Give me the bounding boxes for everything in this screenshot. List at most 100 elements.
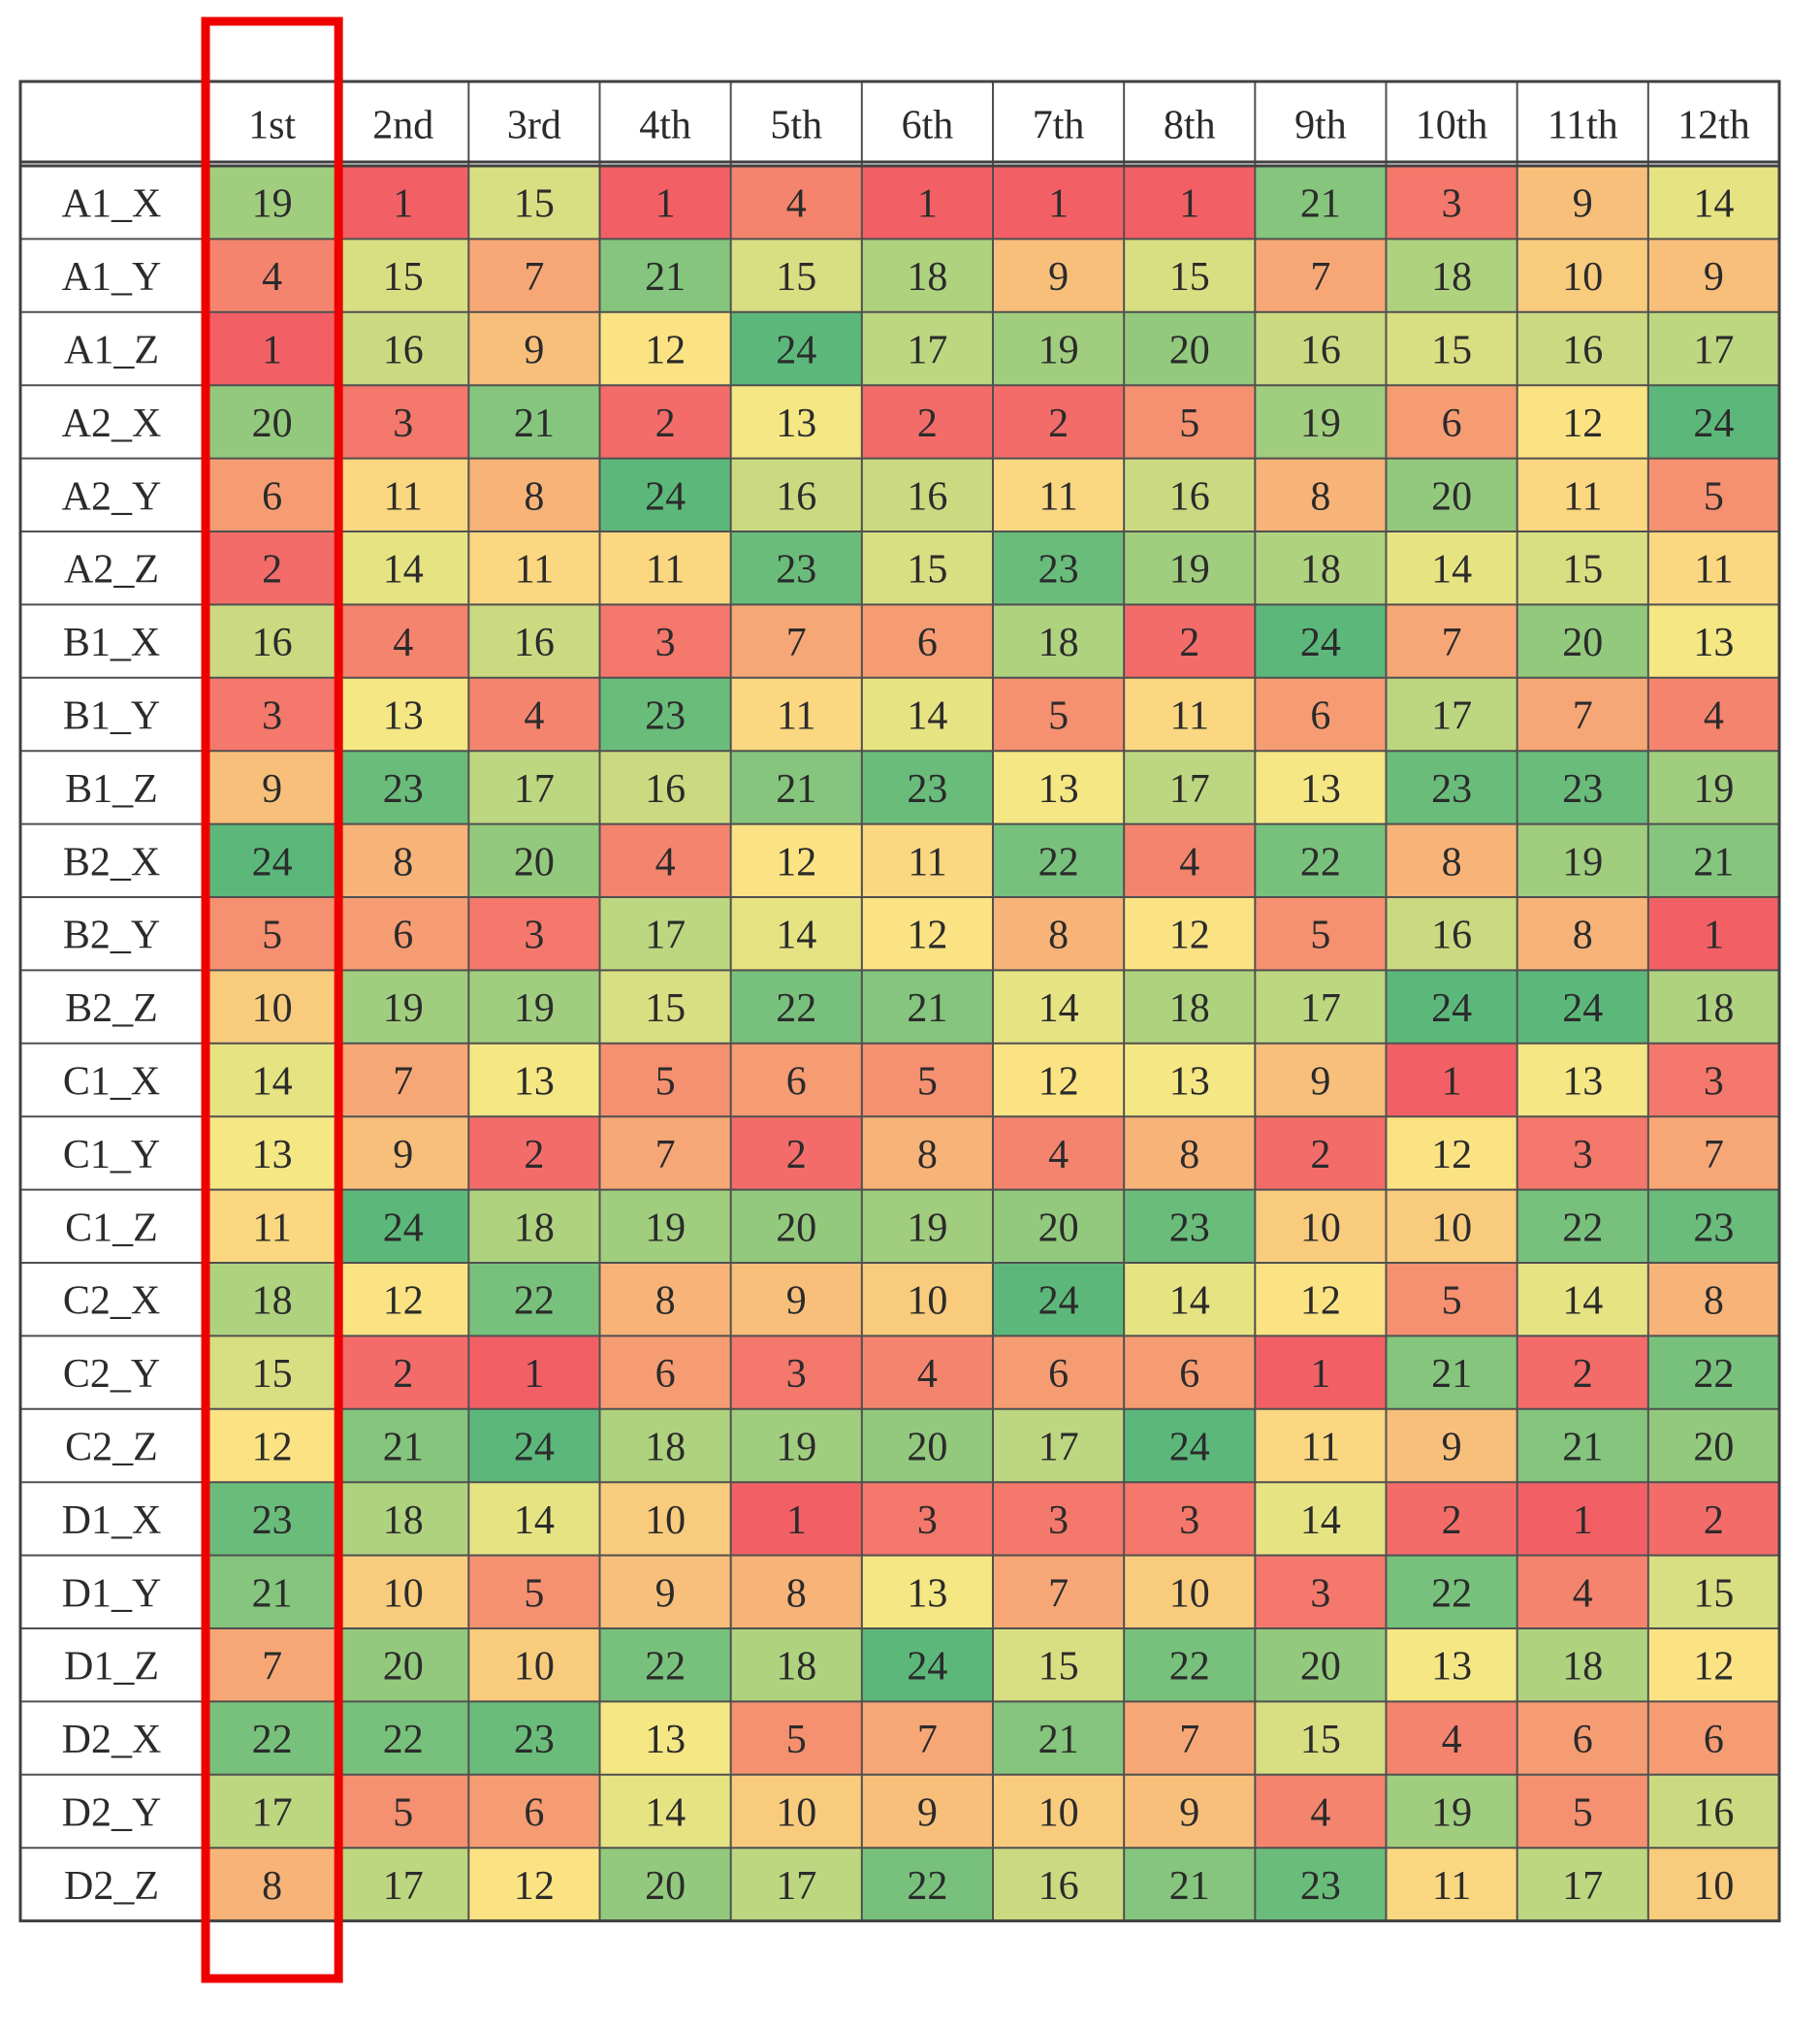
cell-value-label: 8 [262, 1864, 282, 1909]
cell-value-label: 3 [1179, 1498, 1199, 1543]
heatmap-cell-C1_X-12th [1647, 1043, 1779, 1117]
heatmap-cell-C1_Y-11th [1517, 1116, 1648, 1190]
heatmap-cell-D2_Z-10th [1386, 1848, 1517, 1921]
cell-value-label: 18 [1038, 621, 1079, 665]
heatmap-cell-B2_Z-1st [207, 970, 338, 1044]
cell-value-label: 8 [1048, 914, 1069, 958]
cell-value-label: 22 [383, 1718, 424, 1762]
cell-value-label: 3 [917, 1498, 938, 1543]
cell-value-label: 2 [524, 1133, 544, 1177]
cell-value-label: 20 [645, 1864, 686, 1909]
cell-value-label: 23 [383, 767, 424, 812]
cell-value-label: 13 [907, 1571, 947, 1616]
heatmap-cell-A1_Y-3rd [468, 239, 600, 312]
cell-value-label: 24 [645, 474, 686, 519]
heatmap-cell-C1_X-3rd [468, 1043, 600, 1117]
heatmap-cell-B2_X-1st [207, 823, 338, 897]
heatmap-cell-D2_X-2nd [337, 1701, 469, 1775]
cell-value-label: 23 [514, 1718, 555, 1762]
heatmap-cell-C1_Y-10th [1386, 1116, 1517, 1190]
row-label: D1_Z [64, 1645, 159, 1690]
heatmap-cell-A2_Y-7th [993, 458, 1125, 531]
cell-value-label: 10 [1693, 1864, 1734, 1909]
heatmap-cell-C1_X-10th [1386, 1043, 1517, 1117]
row-label: A2_X [62, 402, 162, 446]
heatmap-cell-C2_Y-8th [1124, 1336, 1256, 1409]
heatmap-cell-D1_Z-2nd [337, 1628, 469, 1702]
heatmap-cell-B2_Z-8th [1124, 970, 1256, 1044]
cell-value-label: 1 [655, 182, 676, 227]
cell-value-label: 1 [1442, 1060, 1462, 1105]
cell-value-label: 18 [1693, 986, 1734, 1031]
cell-value-label: 14 [383, 548, 424, 593]
cell-value-label: 19 [383, 986, 424, 1031]
cell-value-label: 11 [515, 548, 554, 593]
cell-value-label: 1 [1048, 182, 1069, 227]
heatmap-cell-A1_X-4th [599, 166, 731, 240]
heatmap-cell-C2_X-3rd [468, 1263, 600, 1336]
heatmap-cell-B1_Z-7th [993, 751, 1125, 824]
heatmap-cell-D1_X-8th [1124, 1482, 1256, 1556]
cell-value-label: 21 [645, 255, 686, 300]
cell-value-label: 1 [524, 1352, 544, 1397]
heatmap-cell-B1_Y-3rd [468, 677, 600, 752]
heatmap-cell-A2_X-3rd [468, 385, 600, 459]
heatmap-cell-B2_Z-4th [599, 970, 731, 1044]
heatmap-cell-C2_Y-4th [599, 1336, 731, 1409]
cell-value-label: 17 [1038, 1426, 1079, 1470]
heatmap-cell-A2_X-5th [730, 385, 862, 459]
cell-value-label: 13 [1169, 1060, 1210, 1105]
heatmap-cell-D2_Z-9th [1255, 1848, 1387, 1921]
cell-value-label: 24 [383, 1206, 424, 1250]
heatmap-cell-C2_Z-8th [1124, 1408, 1256, 1483]
heatmap-cell-B1_Z-2nd [337, 751, 469, 824]
heatmap-cell-A1_Y-8th [1124, 239, 1256, 312]
heatmap-cell-A1_Z-10th [1386, 311, 1517, 386]
cell-value-label: 19 [1300, 402, 1341, 446]
cell-value-label: 24 [514, 1426, 555, 1470]
heatmap-cell-C2_X-8th [1124, 1263, 1256, 1336]
cell-value-label: 4 [1179, 840, 1199, 885]
heatmap-cell-D2_Y-5th [730, 1774, 862, 1849]
cell-value-label: 15 [252, 1352, 293, 1397]
cell-value-label: 18 [252, 1279, 293, 1324]
cell-value-label: 2 [1442, 1498, 1462, 1543]
cell-value-label: 8 [786, 1571, 807, 1616]
heatmap-cell-B2_Y-8th [1124, 897, 1256, 971]
heatmap-cell-C2_Z-7th [993, 1408, 1125, 1483]
heatmap-cell-D2_X-5th [730, 1701, 862, 1775]
heatmap-cell-C2_Z-2nd [337, 1408, 469, 1483]
cell-value-label: 9 [1179, 1791, 1199, 1836]
heatmap-cell-C1_X-2nd [337, 1043, 469, 1117]
heatmap-cell-D1_Y-8th [1124, 1555, 1256, 1628]
heatmap-cell-C2_Z-1st [207, 1408, 338, 1483]
row-label: B1_Y [63, 694, 160, 739]
heatmap-cell-D2_Y-2nd [337, 1774, 469, 1849]
heatmap-cell-D1_Z-9th [1255, 1628, 1387, 1702]
heatmap-cell-B2_Z-2nd [337, 970, 469, 1044]
cell-value-label: 5 [524, 1571, 544, 1616]
column-header-label: 6th [902, 104, 954, 148]
heatmap-cell-D2_Z-11th [1517, 1848, 1648, 1921]
cell-value-label: 16 [1562, 329, 1603, 373]
cell-value-label: 14 [1693, 182, 1734, 227]
cell-value-label: 7 [1048, 1571, 1069, 1616]
heatmap-cell-A1_X-8th [1124, 166, 1256, 240]
cell-value-label: 12 [1431, 1133, 1472, 1177]
cell-value-label: 13 [1300, 767, 1341, 812]
cell-value-label: 18 [1300, 548, 1341, 593]
cell-value-label: 10 [514, 1645, 555, 1690]
grid-layer [18, 80, 1781, 1923]
cell-value-label: 5 [1704, 474, 1724, 519]
heatmap-cell-C2_Z-4th [599, 1408, 731, 1483]
cell-value-label: 15 [645, 986, 686, 1031]
cell-value-label: 16 [1431, 914, 1472, 958]
heatmap-cell-D1_Z-6th [861, 1628, 993, 1702]
cell-value-label: 17 [645, 914, 686, 958]
heatmap-cell-B1_Y-6th [861, 677, 993, 752]
cell-value-label: 17 [383, 1864, 424, 1909]
cell-value-label: 21 [776, 767, 816, 812]
heatmap-cell-D1_Z-12th [1647, 1628, 1779, 1702]
heatmap-cell-B2_X-5th [730, 823, 862, 897]
